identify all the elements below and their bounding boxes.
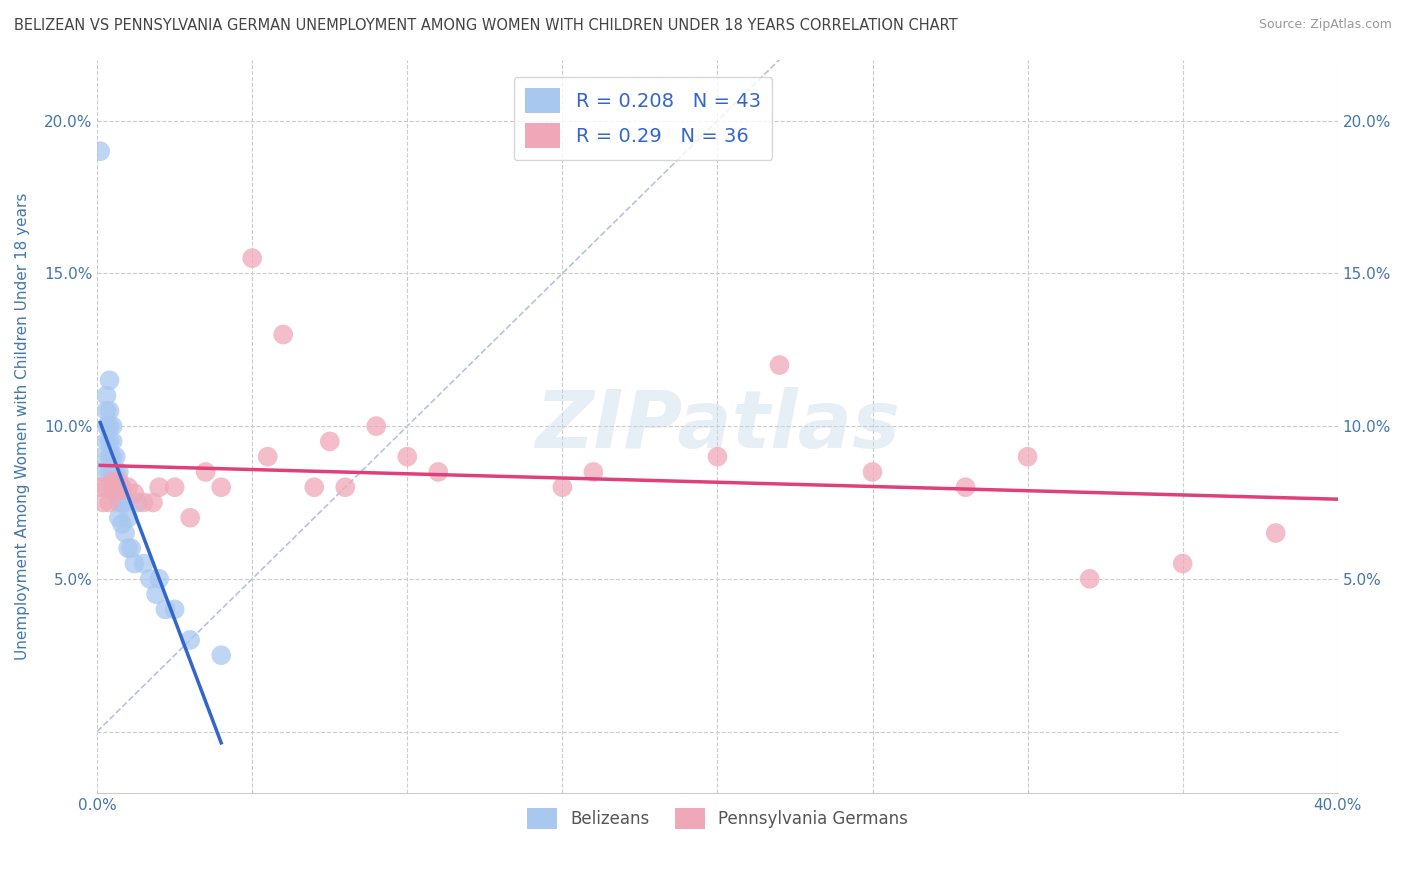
Point <box>98 434 121 449</box>
Point <box>101 474 124 488</box>
Point <box>101 434 124 449</box>
Point <box>163 602 186 616</box>
Point <box>98 373 121 387</box>
Point <box>366 419 388 434</box>
Point <box>111 480 134 494</box>
Point <box>209 648 232 663</box>
Point <box>127 495 149 509</box>
Text: ZIPatlas: ZIPatlas <box>534 387 900 465</box>
Point <box>104 450 127 464</box>
Point <box>89 480 111 494</box>
Point <box>142 495 165 509</box>
Point <box>96 419 118 434</box>
Point <box>862 465 884 479</box>
Point <box>319 434 342 449</box>
Point <box>582 465 605 479</box>
Point <box>194 465 217 479</box>
Point <box>117 510 139 524</box>
Point <box>104 483 127 498</box>
Point <box>768 358 790 372</box>
Point <box>114 495 136 509</box>
Text: Source: ZipAtlas.com: Source: ZipAtlas.com <box>1258 18 1392 31</box>
Point <box>120 541 142 556</box>
Point <box>98 495 121 509</box>
Point <box>427 465 450 479</box>
Point <box>108 510 131 524</box>
Point <box>91 495 114 509</box>
Point <box>302 480 325 494</box>
Point <box>96 480 118 494</box>
Point <box>148 572 170 586</box>
Point <box>96 388 118 402</box>
Legend: Belizeans, Pennsylvania Germans: Belizeans, Pennsylvania Germans <box>520 801 914 836</box>
Point <box>132 495 155 509</box>
Point <box>124 557 146 571</box>
Point <box>96 404 118 418</box>
Point <box>111 483 134 498</box>
Point <box>148 480 170 494</box>
Point <box>117 480 139 494</box>
Point <box>91 465 114 479</box>
Point <box>98 404 121 418</box>
Point <box>101 480 124 494</box>
Point <box>132 557 155 571</box>
Point <box>271 327 294 342</box>
Point <box>1171 557 1194 571</box>
Point <box>179 632 201 647</box>
Point <box>101 419 124 434</box>
Point <box>955 480 977 494</box>
Point <box>104 465 127 479</box>
Point <box>163 480 186 494</box>
Point <box>145 587 167 601</box>
Point <box>108 474 131 488</box>
Point <box>89 145 111 159</box>
Point <box>111 495 134 509</box>
Point <box>111 516 134 531</box>
Point <box>108 495 131 509</box>
Point <box>91 450 114 464</box>
Point <box>117 541 139 556</box>
Point <box>108 480 131 494</box>
Point <box>139 572 162 586</box>
Point <box>256 450 278 464</box>
Point <box>209 480 232 494</box>
Point <box>335 480 357 494</box>
Point <box>98 465 121 479</box>
Point <box>179 510 201 524</box>
Point <box>101 465 124 479</box>
Y-axis label: Unemployment Among Women with Children Under 18 years: Unemployment Among Women with Children U… <box>15 193 30 660</box>
Point <box>240 251 263 265</box>
Point <box>114 526 136 541</box>
Point <box>1078 572 1101 586</box>
Point <box>124 486 146 500</box>
Point <box>101 450 124 464</box>
Point <box>1017 450 1039 464</box>
Text: BELIZEAN VS PENNSYLVANIA GERMAN UNEMPLOYMENT AMONG WOMEN WITH CHILDREN UNDER 18 : BELIZEAN VS PENNSYLVANIA GERMAN UNEMPLOY… <box>14 18 957 33</box>
Point <box>104 486 127 500</box>
Point <box>98 419 121 434</box>
Point <box>155 602 177 616</box>
Point <box>1264 526 1286 541</box>
Point <box>98 450 121 464</box>
Point <box>551 480 574 494</box>
Point <box>96 434 118 449</box>
Point <box>396 450 419 464</box>
Point <box>108 465 131 479</box>
Point <box>706 450 728 464</box>
